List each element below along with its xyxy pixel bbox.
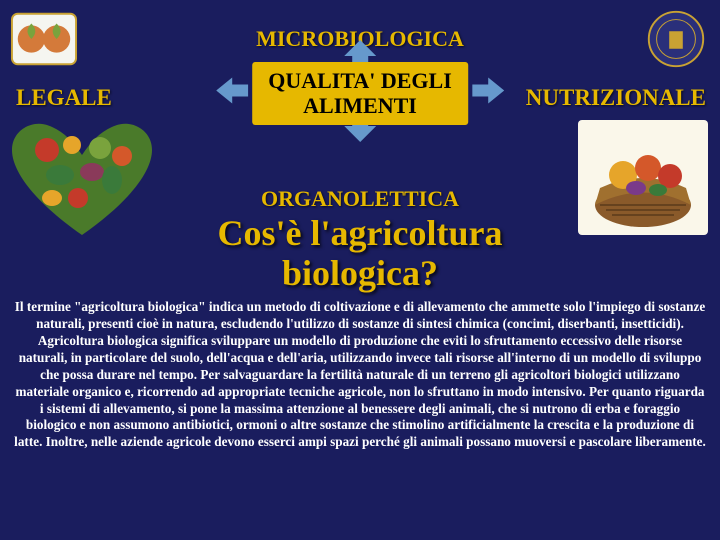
center-box-line2: ALIMENTI [268,93,452,118]
right-corner-seal [642,8,710,70]
arrow-right-icon [472,78,504,109]
label-legale: LEGALE [16,85,112,111]
left-corner-logo [10,8,78,70]
question-line2: biologica? [0,254,720,294]
label-nutrizionale: NUTRIZIONALE [526,85,706,111]
arrow-left-icon [216,78,248,109]
fruit-basket-image [578,120,708,235]
center-box-line1: QUALITA' DEGLI [268,68,452,93]
vegetables-heart-image [12,120,152,240]
center-quality-box: QUALITA' DEGLI ALIMENTI [252,62,468,125]
body-paragraph: Il termine "agricoltura biologica" indic… [0,293,720,451]
